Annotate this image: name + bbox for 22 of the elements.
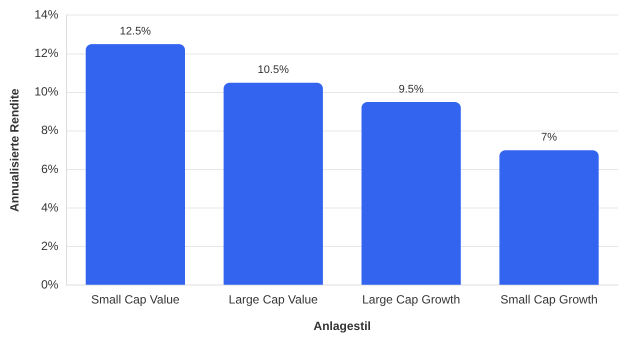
bar (362, 102, 461, 285)
bar (86, 44, 186, 285)
y-tick-label: 2% (41, 238, 59, 253)
x-tick-label: Small Cap Value (91, 292, 180, 307)
data-label: 10.5% (258, 64, 290, 76)
data-label: 7% (541, 132, 558, 144)
x-tick-label: Large Cap Value (228, 292, 318, 307)
y-tick-label: 0% (41, 278, 59, 292)
y-tick-label: 10% (34, 84, 59, 99)
y-tick-label: 14% (34, 8, 59, 22)
y-tick-label: 4% (41, 200, 59, 214)
data-label: 12.5% (120, 26, 152, 38)
y-axis-title: Annualisierte Rendite (8, 88, 22, 212)
x-tick-label: Small Cap Growth (500, 292, 598, 307)
data-label: 9.5% (398, 84, 424, 96)
x-tick-label: Large Cap Growth (362, 292, 460, 307)
y-tick-label: 6% (41, 162, 59, 176)
y-tick-label: 8% (41, 123, 59, 138)
bar (224, 82, 323, 285)
y-tick-label: 12% (34, 46, 59, 60)
bar (499, 150, 599, 285)
x-axis-title: Anlagestil (314, 319, 371, 334)
